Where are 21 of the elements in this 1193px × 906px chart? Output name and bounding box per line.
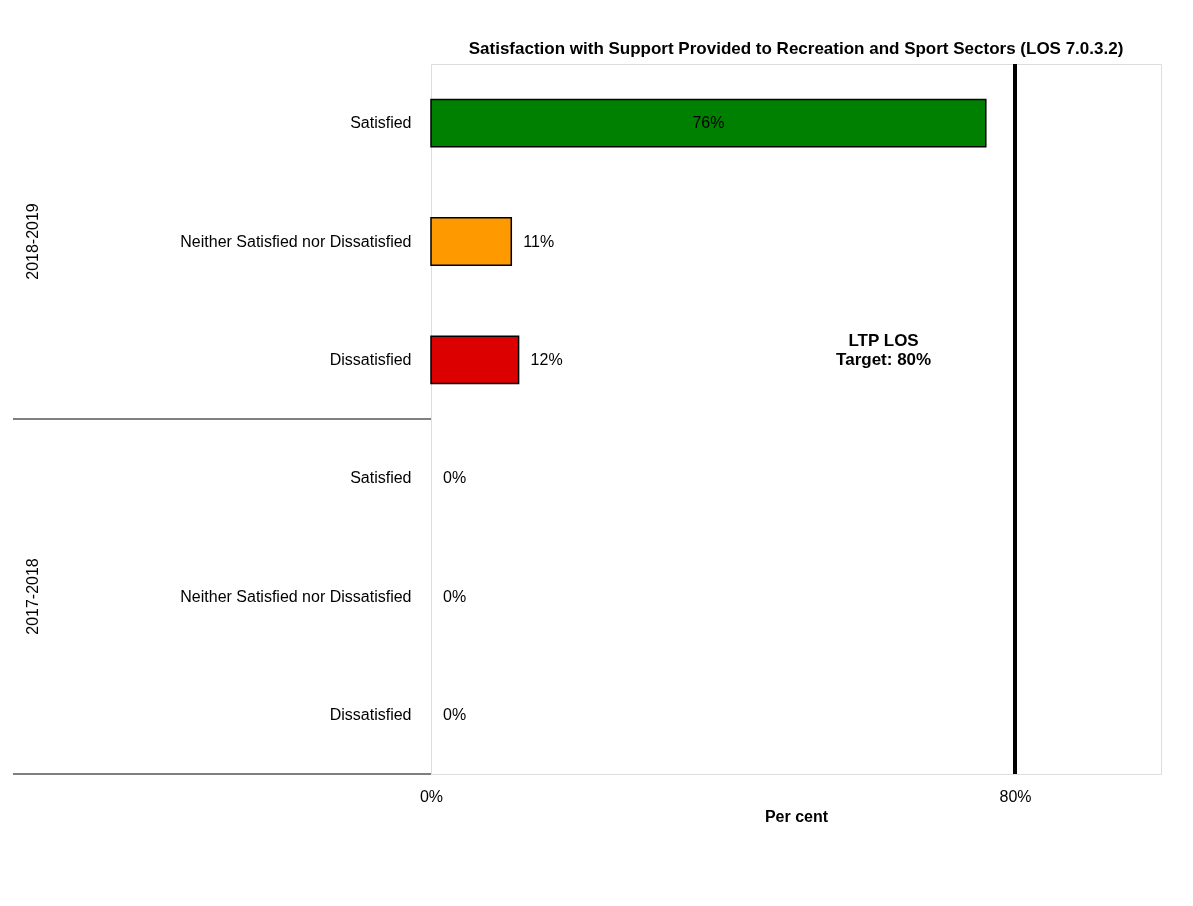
bar [430,335,520,385]
y-tick-label: Satisfied [350,469,412,487]
y-tick-label: Neither Satisfied nor Dissatisfied [180,587,412,605]
data-label: 0% [443,469,467,487]
x-axis-title: Per cent [764,807,829,825]
data-label: 76% [692,114,725,132]
bar [430,217,513,266]
y-tick-label: Dissatisfied [329,350,412,368]
chart-title: Satisfaction with Support Provided to Recreation and Sport Sectors (LOS 7.0.3.2) [468,39,1124,58]
data-label: 12% [530,350,563,368]
x-tick-label: 80% [999,787,1032,805]
data-label: 0% [443,587,467,605]
bar [430,98,987,148]
text: 2017-2018 [24,558,41,635]
text: 2018-2019 [24,203,41,280]
ref-line-label: LTP LOS Target: 80% [836,330,932,369]
y-tick-label: Neither Satisfied nor Dissatisfied [180,232,412,250]
data-label: 11% [523,232,555,250]
y-tick-label: Satisfied [350,114,412,132]
data-label: 0% [443,705,467,723]
y-tick-label: Dissatisfied [329,705,412,723]
